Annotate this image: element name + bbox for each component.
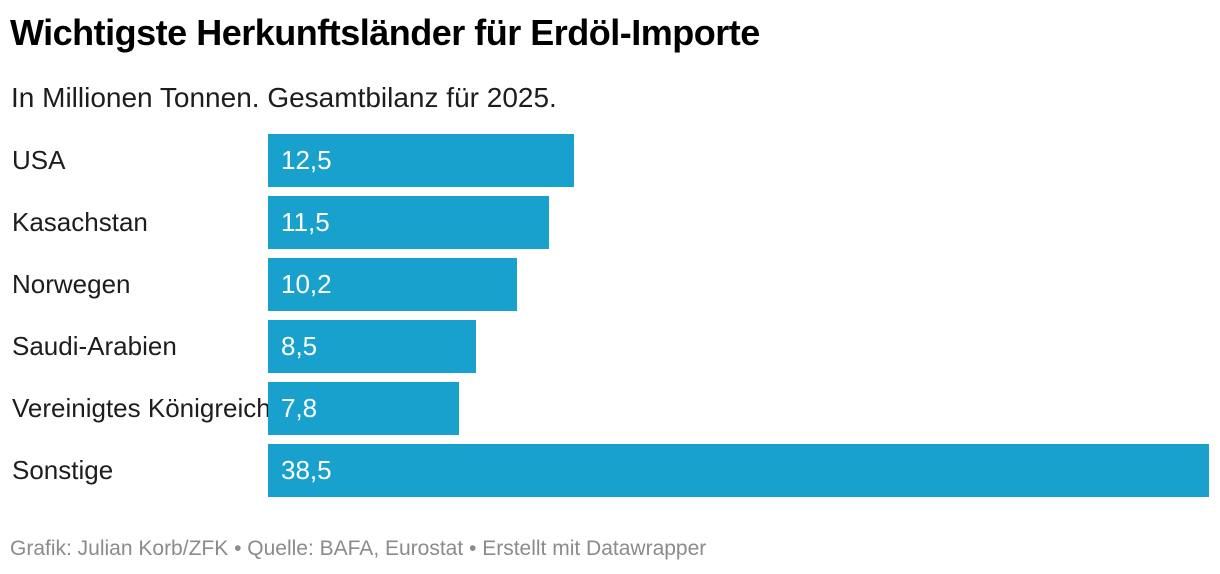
chart-row: Norwegen 10,2 bbox=[0, 258, 1220, 311]
bar-track: 10,2 bbox=[268, 258, 1209, 311]
chart-row: USA 12,5 bbox=[0, 134, 1220, 187]
bar: 38,5 bbox=[268, 444, 1209, 497]
bar-track: 8,5 bbox=[268, 320, 1209, 373]
chart-row: Saudi-Arabien 8,5 bbox=[0, 320, 1220, 373]
bar-category-label: Norwegen bbox=[12, 269, 131, 299]
chart-title: Wichtigste Herkunftsländer für Erdöl-Imp… bbox=[10, 12, 760, 53]
chart-row: Vereinigtes Königreich 7,8 bbox=[0, 382, 1220, 435]
chart-row: Sonstige 38,5 bbox=[0, 444, 1220, 497]
bar-track: 11,5 bbox=[268, 196, 1209, 249]
chart-rows: USA 12,5 Kasachstan 11,5 Norwegen 10,2 S… bbox=[0, 134, 1220, 506]
bar-category-label: USA bbox=[12, 145, 66, 175]
bar-track: 7,8 bbox=[268, 382, 1209, 435]
bar: 10,2 bbox=[268, 258, 518, 311]
bar-value-label: 38,5 bbox=[281, 455, 332, 485]
bar-value-label: 7,8 bbox=[281, 393, 318, 423]
bar: 7,8 bbox=[268, 382, 459, 435]
chart-subtitle: In Millionen Tonnen. Gesamtbilanz für 20… bbox=[11, 82, 557, 113]
bar-category-label: Kasachstan bbox=[12, 207, 148, 237]
bar-value-label: 12,5 bbox=[281, 145, 332, 175]
bar-value-label: 8,5 bbox=[281, 331, 318, 361]
bar-category-label: Saudi-Arabien bbox=[12, 331, 177, 361]
chart-row: Kasachstan 11,5 bbox=[0, 196, 1220, 249]
bar-category-label: Sonstige bbox=[12, 455, 114, 485]
bar-track: 12,5 bbox=[268, 134, 1209, 187]
chart-footer-credits: Grafik: Julian Korb/ZFK • Quelle: BAFA, … bbox=[10, 537, 707, 560]
bar: 8,5 bbox=[268, 320, 476, 373]
bar-category-label: Vereinigtes Königreich bbox=[12, 393, 271, 423]
bar-value-label: 10,2 bbox=[281, 269, 332, 299]
bar: 12,5 bbox=[268, 134, 574, 187]
bar-track: 38,5 bbox=[268, 444, 1209, 497]
bar-value-label: 11,5 bbox=[281, 207, 330, 237]
bar: 11,5 bbox=[268, 196, 550, 249]
